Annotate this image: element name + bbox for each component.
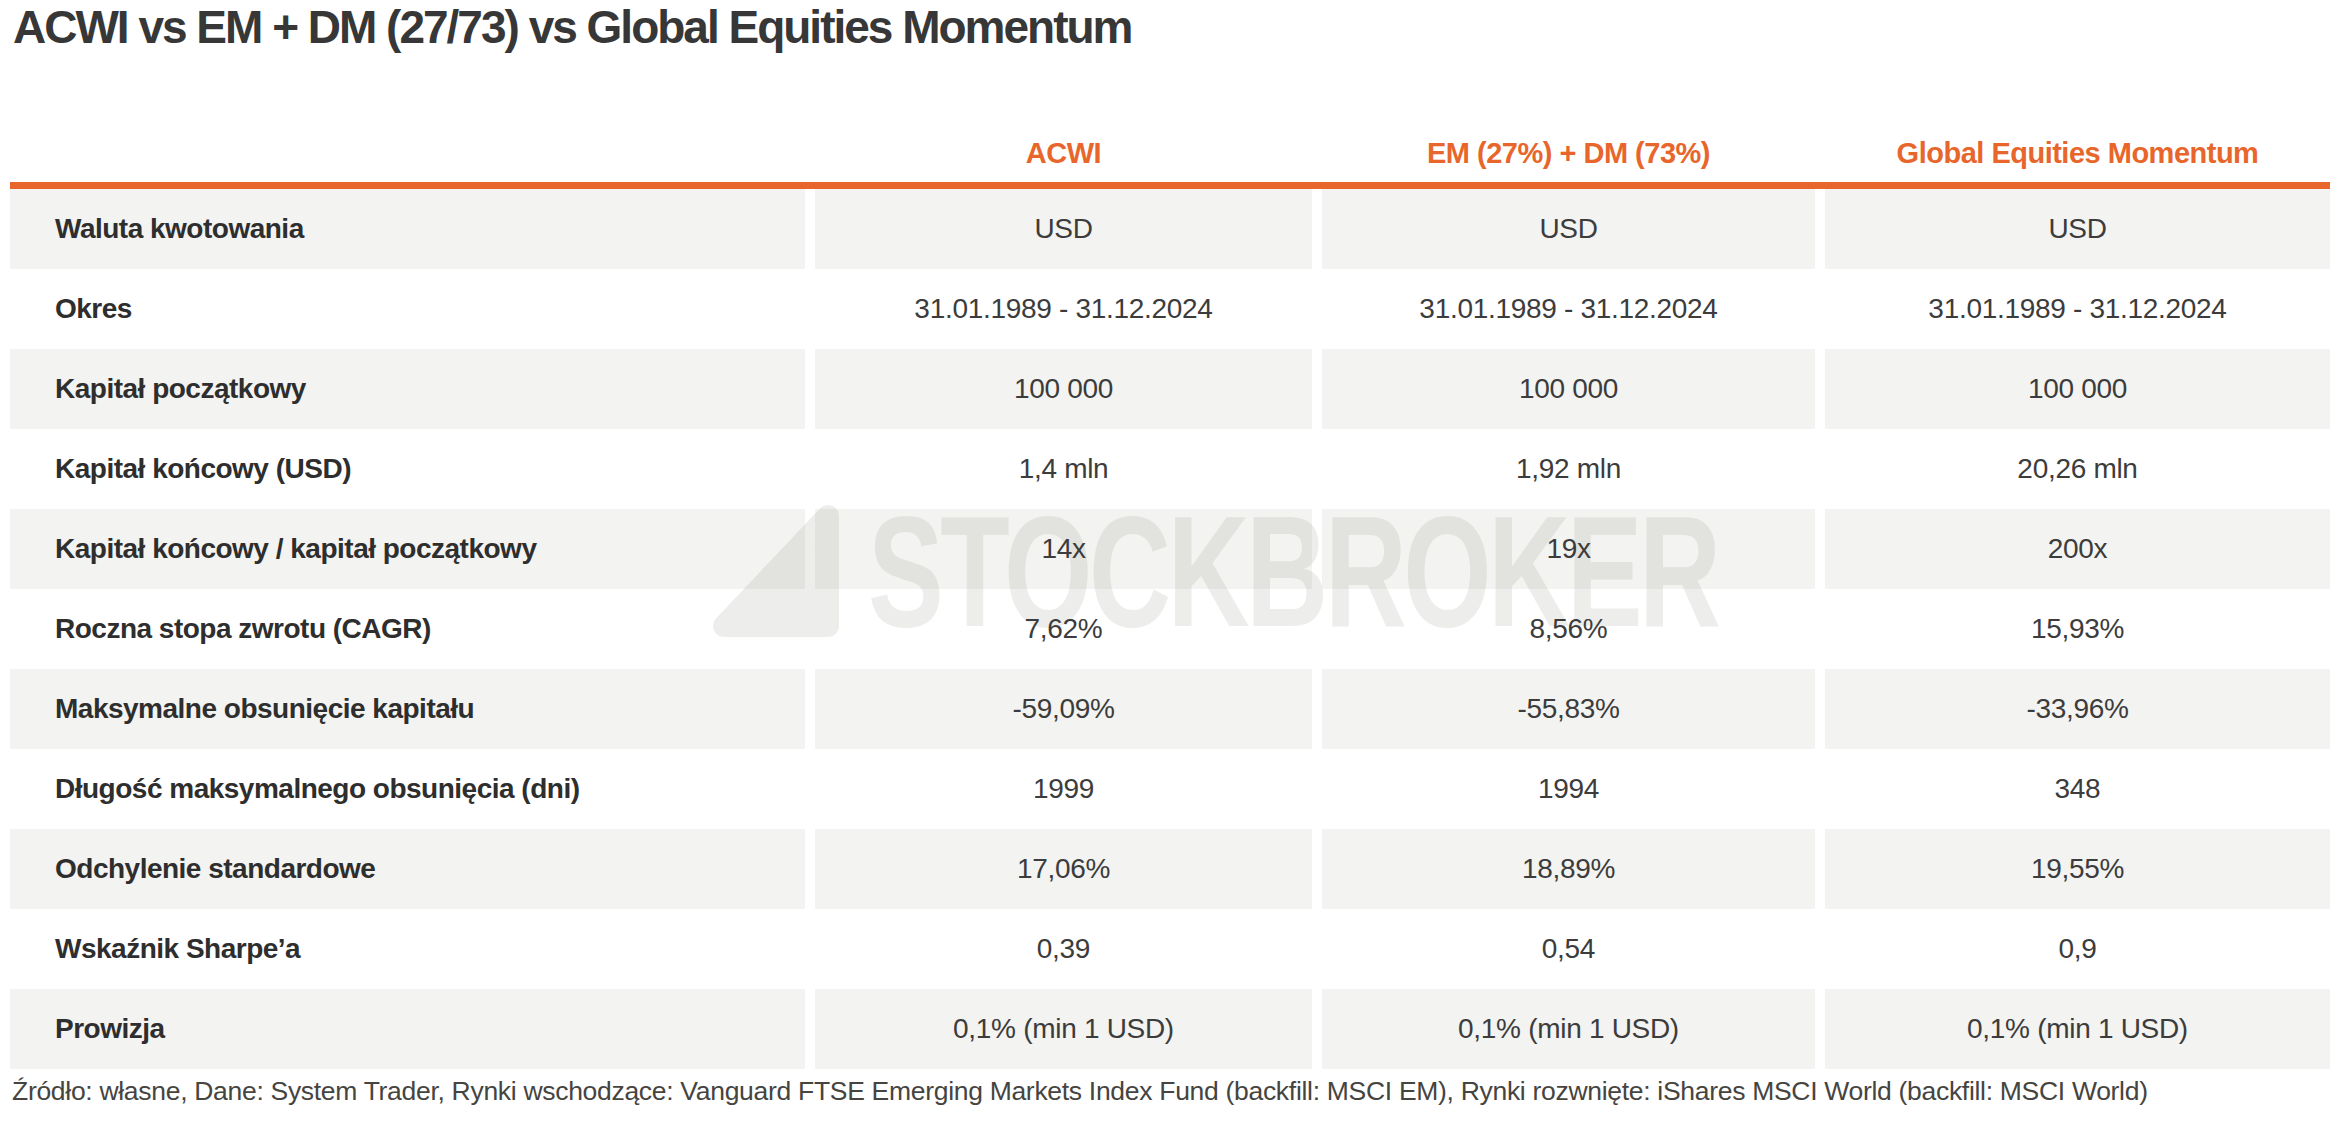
cell-value: 18,89% xyxy=(1522,853,1615,885)
row-label: Roczna stopa zwrotu (CAGR) xyxy=(55,613,431,645)
cell-value: 19,55% xyxy=(2031,853,2124,885)
table-row: Waluta kwotowania USD USD USD xyxy=(10,189,2330,269)
row-label: Maksymalne obsunięcie kapitału xyxy=(55,693,474,725)
row-label: Długość maksymalnego obsunięcia (dni) xyxy=(55,773,580,805)
cell-value: 0,54 xyxy=(1542,933,1595,965)
cell-value: 0,9 xyxy=(2058,933,2096,965)
cell-value: 20,26 mln xyxy=(2017,453,2137,485)
row-label: Prowizja xyxy=(55,1013,165,1045)
table-row: Kapitał początkowy 100 000 100 000 100 0… xyxy=(10,349,2330,429)
table-row: Kapitał końcowy / kapitał początkowy 14x… xyxy=(10,509,2330,589)
cell-value: 19x xyxy=(1546,533,1590,565)
source-footnote: Źródło: własne, Dane: System Trader, Ryn… xyxy=(12,1076,2148,1107)
row-label: Wskaźnik Sharpe’a xyxy=(55,933,300,965)
cell-value: 0,1% (min 1 USD) xyxy=(953,1013,1174,1045)
page-title: ACWI vs EM + DM (27/73) vs Global Equiti… xyxy=(13,0,1132,54)
column-header-gem: Global Equities Momentum xyxy=(1825,137,2330,182)
cell-value: 348 xyxy=(2055,773,2101,805)
cell-value: 0,39 xyxy=(1037,933,1090,965)
cell-value: 200x xyxy=(2048,533,2108,565)
cell-value: 1994 xyxy=(1538,773,1599,805)
row-label: Kapitał początkowy xyxy=(55,373,306,405)
cell-value: 100 000 xyxy=(1519,373,1618,405)
table-row: Odchylenie standardowe 17,06% 18,89% 19,… xyxy=(10,829,2330,909)
cell-value: 17,06% xyxy=(1017,853,1110,885)
cell-value: 1,4 mln xyxy=(1019,453,1109,485)
cell-value: -59,09% xyxy=(1012,693,1114,725)
cell-value: USD xyxy=(2048,213,2106,245)
cell-value: 8,56% xyxy=(1530,613,1608,645)
cell-value: 100 000 xyxy=(2028,373,2127,405)
cell-value: 31.01.1989 - 31.12.2024 xyxy=(1928,293,2226,325)
cell-value: 7,62% xyxy=(1025,613,1103,645)
row-label: Kapitał końcowy / kapitał początkowy xyxy=(55,533,536,565)
cell-value: USD xyxy=(1034,213,1092,245)
row-label: Waluta kwotowania xyxy=(55,213,304,245)
cell-value: 1999 xyxy=(1033,773,1094,805)
table-row: Okres 31.01.1989 - 31.12.2024 31.01.1989… xyxy=(10,269,2330,349)
row-label: Odchylenie standardowe xyxy=(55,853,375,885)
cell-value: 100 000 xyxy=(1014,373,1113,405)
row-label: Okres xyxy=(55,293,132,325)
table-row: Prowizja 0,1% (min 1 USD) 0,1% (min 1 US… xyxy=(10,989,2330,1069)
cell-value: 1,92 mln xyxy=(1516,453,1621,485)
table-row: Kapitał końcowy (USD) 1,4 mln 1,92 mln 2… xyxy=(10,429,2330,509)
cell-value: 14x xyxy=(1041,533,1085,565)
cell-value: USD xyxy=(1539,213,1597,245)
comparison-table: ACWI EM (27%) + DM (73%) Global Equities… xyxy=(10,130,2330,1069)
column-header-acwi: ACWI xyxy=(815,137,1312,182)
cell-value: 0,1% (min 1 USD) xyxy=(1458,1013,1679,1045)
table-row: Wskaźnik Sharpe’a 0,39 0,54 0,9 xyxy=(10,909,2330,989)
table-row: Maksymalne obsunięcie kapitału -59,09% -… xyxy=(10,669,2330,749)
table-row: Roczna stopa zwrotu (CAGR) 7,62% 8,56% 1… xyxy=(10,589,2330,669)
cell-value: 31.01.1989 - 31.12.2024 xyxy=(1419,293,1717,325)
cell-value: 15,93% xyxy=(2031,613,2124,645)
table-row: Długość maksymalnego obsunięcia (dni) 19… xyxy=(10,749,2330,829)
header-divider xyxy=(10,182,2330,189)
row-label: Kapitał końcowy (USD) xyxy=(55,453,351,485)
cell-value: 0,1% (min 1 USD) xyxy=(1967,1013,2188,1045)
table-header-row: ACWI EM (27%) + DM (73%) Global Equities… xyxy=(10,130,2330,182)
cell-value: -55,83% xyxy=(1517,693,1619,725)
cell-value: 31.01.1989 - 31.12.2024 xyxy=(914,293,1212,325)
cell-value: -33,96% xyxy=(2026,693,2128,725)
column-header-em-dm: EM (27%) + DM (73%) xyxy=(1322,137,1815,182)
